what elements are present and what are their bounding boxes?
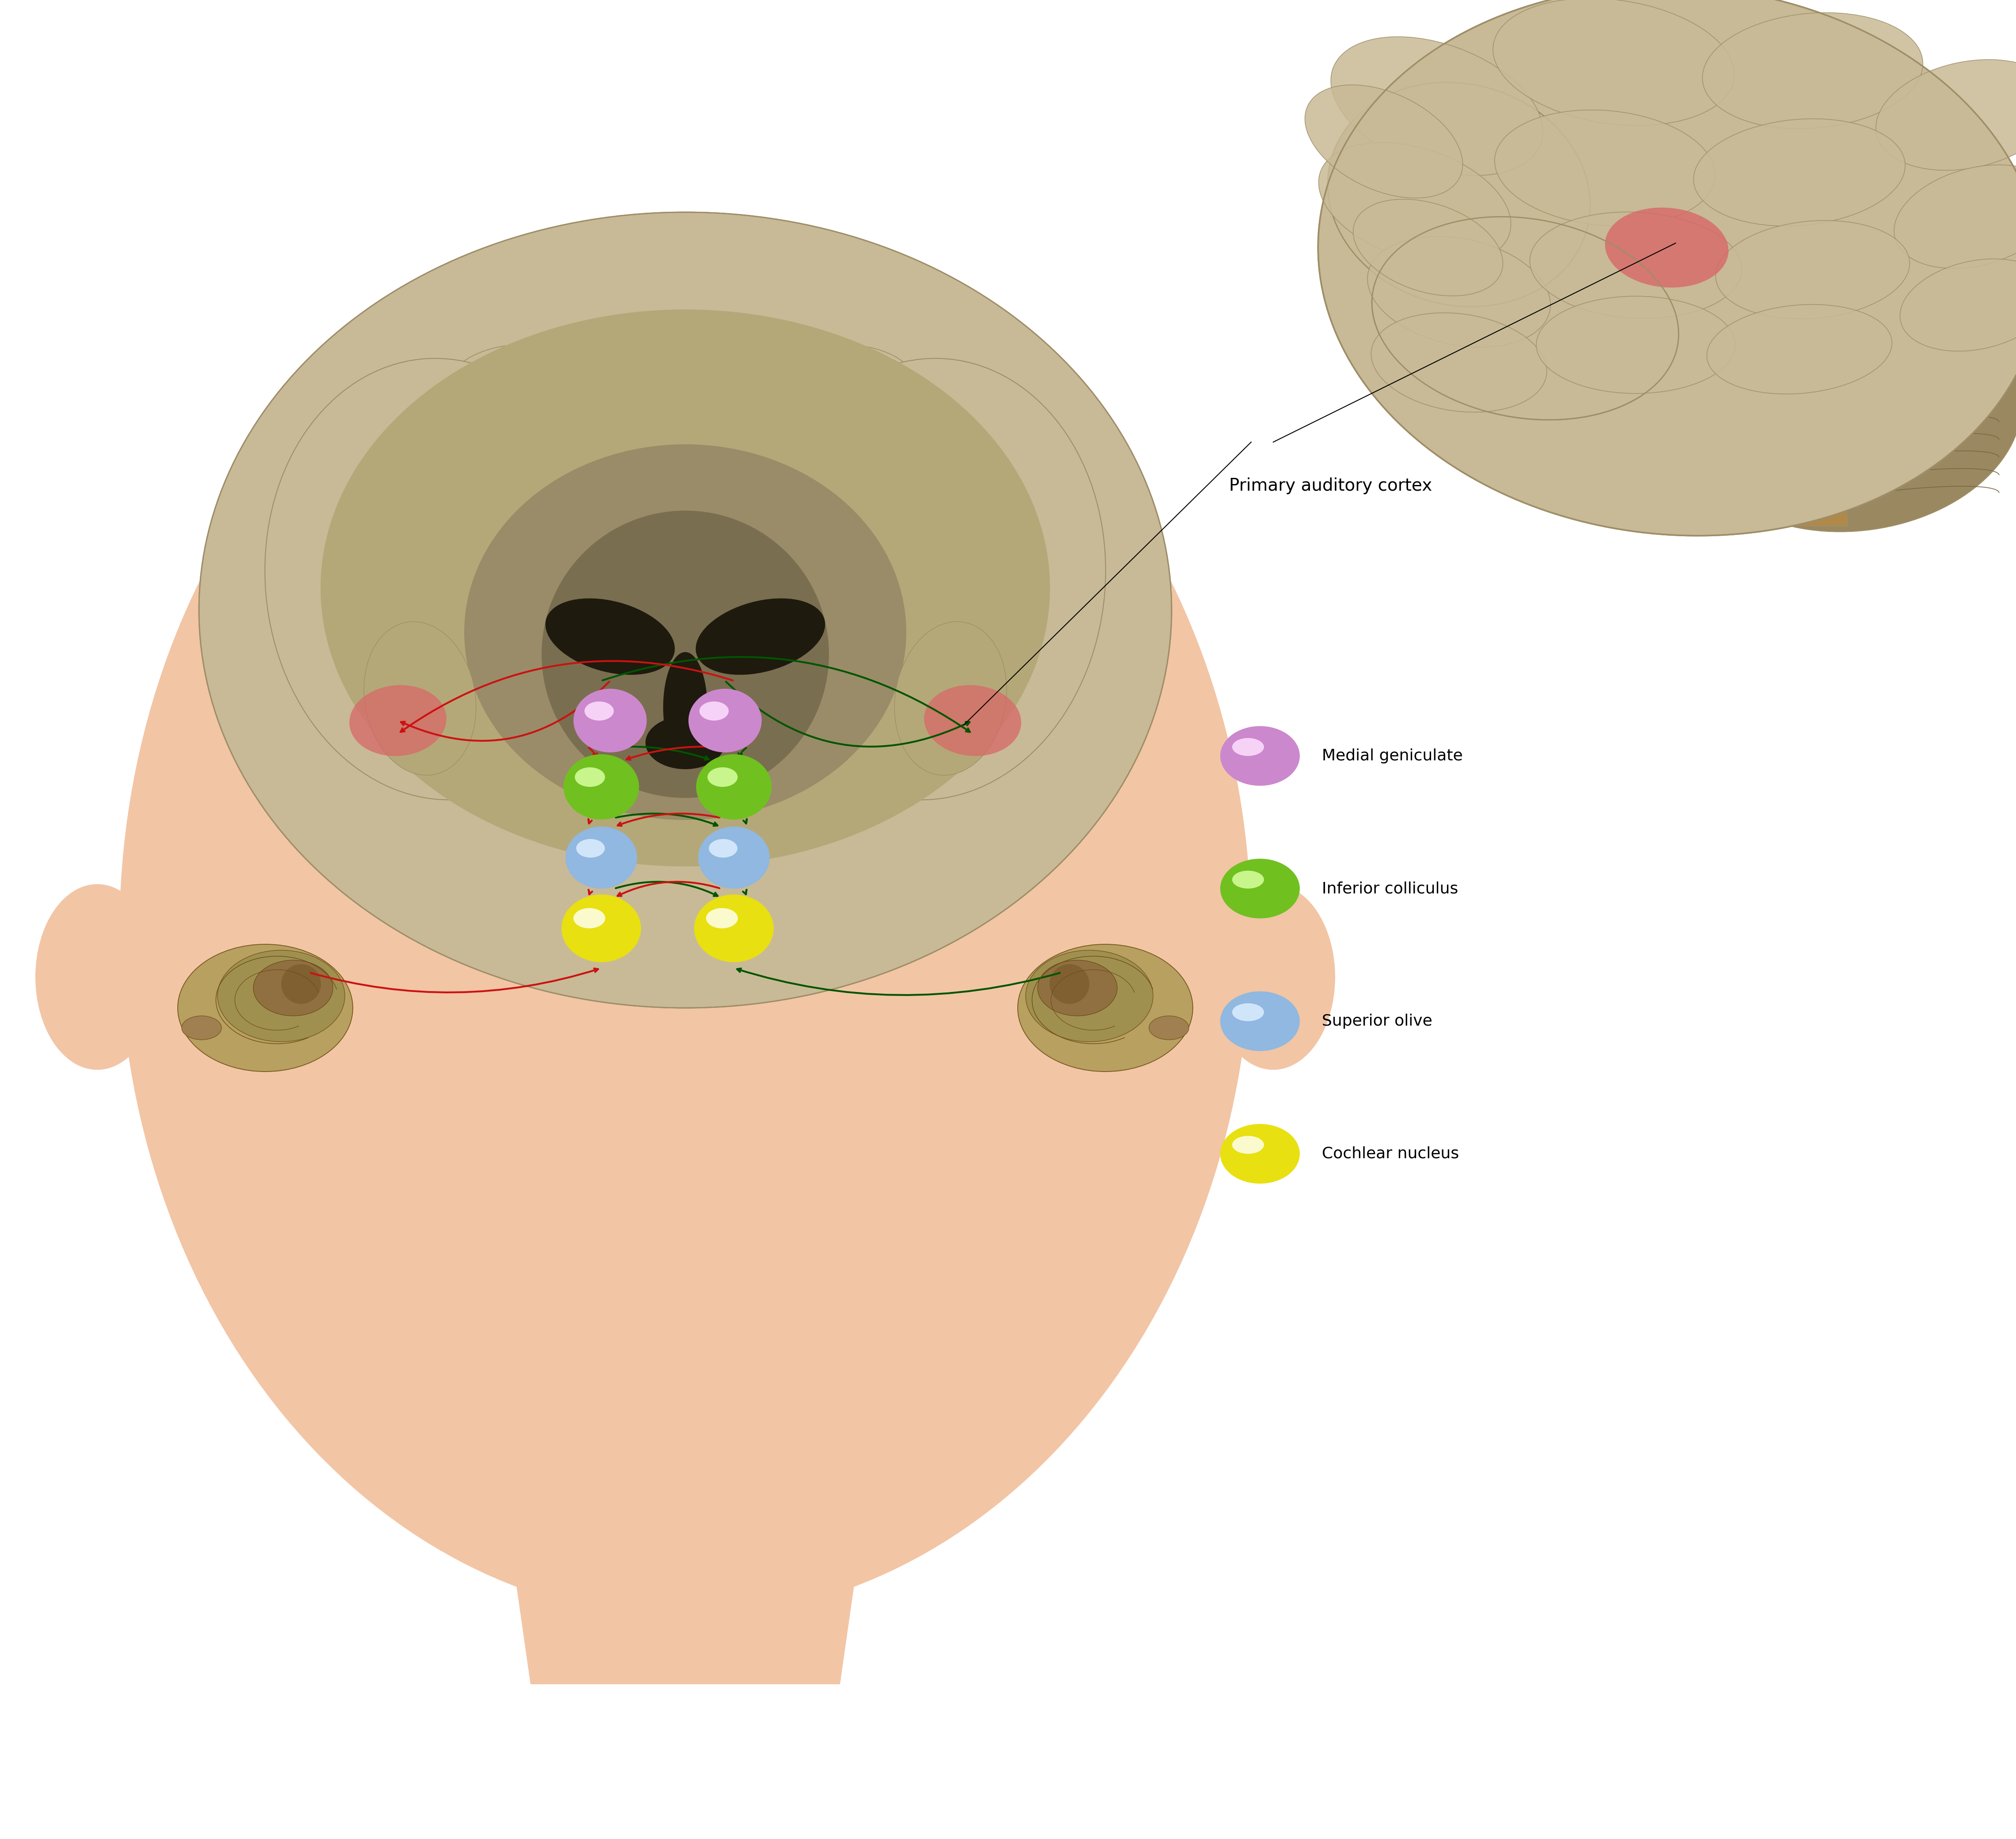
Ellipse shape — [1220, 1124, 1300, 1184]
Ellipse shape — [1693, 120, 1905, 226]
Ellipse shape — [1530, 211, 1742, 318]
Ellipse shape — [1232, 1137, 1264, 1153]
Ellipse shape — [1367, 237, 1550, 348]
Ellipse shape — [1212, 885, 1335, 1070]
Ellipse shape — [1232, 1004, 1264, 1021]
Ellipse shape — [1329, 83, 1591, 307]
Ellipse shape — [1220, 991, 1300, 1052]
Ellipse shape — [562, 754, 639, 820]
Ellipse shape — [321, 309, 1050, 866]
Ellipse shape — [1494, 0, 1734, 125]
Ellipse shape — [177, 943, 353, 1072]
Circle shape — [1050, 964, 1089, 1004]
Ellipse shape — [36, 885, 159, 1070]
Ellipse shape — [349, 686, 446, 756]
Ellipse shape — [923, 686, 1022, 756]
Ellipse shape — [893, 384, 1026, 482]
Ellipse shape — [562, 894, 641, 962]
Ellipse shape — [1220, 726, 1300, 785]
Ellipse shape — [1232, 737, 1264, 756]
Ellipse shape — [577, 839, 605, 857]
Ellipse shape — [264, 359, 619, 800]
Ellipse shape — [752, 359, 1105, 800]
Text: Cochlear nucleus: Cochlear nucleus — [1322, 1146, 1460, 1160]
Ellipse shape — [1149, 1015, 1189, 1039]
Circle shape — [280, 964, 321, 1004]
Ellipse shape — [218, 951, 345, 1041]
Ellipse shape — [827, 416, 968, 504]
Ellipse shape — [1371, 313, 1546, 412]
Ellipse shape — [696, 754, 772, 820]
Ellipse shape — [1536, 296, 1736, 394]
Ellipse shape — [641, 392, 730, 546]
Text: Primary auditory cortex: Primary auditory cortex — [1230, 478, 1431, 495]
Ellipse shape — [464, 445, 907, 820]
Ellipse shape — [512, 403, 663, 491]
Ellipse shape — [365, 622, 476, 776]
Ellipse shape — [1232, 870, 1264, 888]
Polygon shape — [1756, 394, 1849, 526]
Ellipse shape — [1018, 943, 1193, 1072]
Ellipse shape — [1318, 0, 2016, 535]
Ellipse shape — [710, 839, 738, 857]
Ellipse shape — [1304, 85, 1464, 199]
Ellipse shape — [706, 908, 738, 929]
Ellipse shape — [677, 397, 827, 485]
Ellipse shape — [1353, 199, 1502, 296]
Ellipse shape — [542, 511, 829, 798]
Ellipse shape — [696, 598, 825, 675]
Ellipse shape — [895, 622, 1006, 776]
Ellipse shape — [645, 715, 726, 769]
Ellipse shape — [708, 767, 738, 787]
Ellipse shape — [546, 598, 675, 675]
Ellipse shape — [1038, 960, 1117, 1015]
Ellipse shape — [1895, 166, 2016, 268]
Text: Superior olive: Superior olive — [1322, 1013, 1431, 1028]
Ellipse shape — [564, 826, 637, 888]
Ellipse shape — [1331, 37, 1542, 175]
Ellipse shape — [694, 894, 774, 962]
Text: Medial geniculate: Medial geniculate — [1322, 748, 1464, 763]
Ellipse shape — [663, 653, 708, 763]
Ellipse shape — [1605, 208, 1728, 287]
Polygon shape — [508, 1530, 863, 1685]
Ellipse shape — [1875, 59, 2016, 171]
Ellipse shape — [254, 960, 333, 1015]
Ellipse shape — [1026, 951, 1153, 1041]
Ellipse shape — [687, 690, 762, 752]
Ellipse shape — [1708, 305, 1891, 394]
Ellipse shape — [1716, 221, 1909, 318]
Ellipse shape — [575, 767, 605, 787]
Ellipse shape — [373, 432, 512, 522]
Ellipse shape — [1318, 142, 1510, 265]
Ellipse shape — [573, 690, 647, 752]
Ellipse shape — [1373, 217, 1679, 419]
Ellipse shape — [573, 908, 605, 929]
Ellipse shape — [585, 701, 613, 721]
Ellipse shape — [601, 327, 770, 434]
Ellipse shape — [442, 344, 619, 460]
Ellipse shape — [700, 701, 728, 721]
Ellipse shape — [1220, 859, 1300, 918]
Ellipse shape — [1691, 300, 2016, 531]
Ellipse shape — [760, 344, 919, 441]
Ellipse shape — [200, 211, 1171, 1008]
Ellipse shape — [181, 1015, 222, 1039]
Ellipse shape — [1702, 13, 1923, 129]
Ellipse shape — [1494, 110, 1716, 226]
Ellipse shape — [698, 826, 770, 888]
Text: Inferior colliculus: Inferior colliculus — [1322, 881, 1458, 896]
Ellipse shape — [119, 248, 1252, 1618]
Ellipse shape — [1899, 259, 2016, 351]
